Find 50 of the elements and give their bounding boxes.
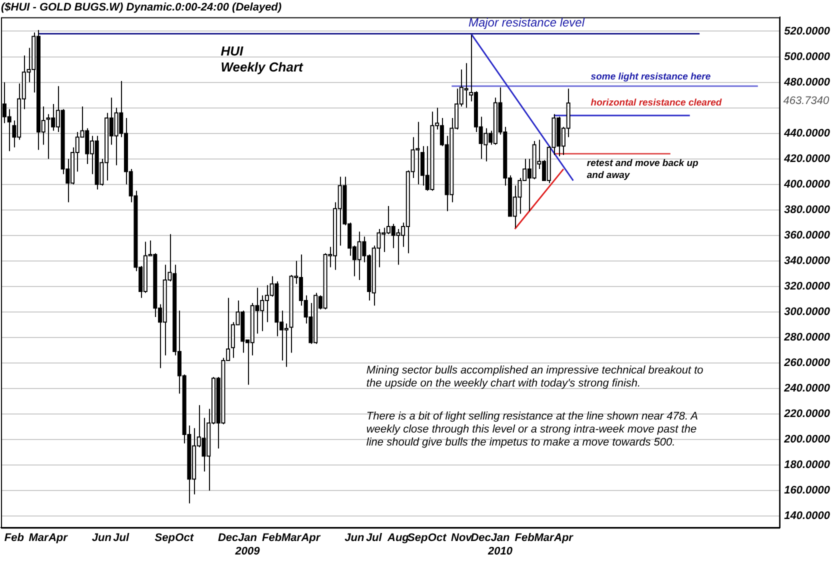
annotation: horizontal resistance cleared: [590, 98, 722, 109]
y-tick-label: 220.0000: [783, 408, 831, 420]
chart-title: ($HUI - GOLD BUGS.W) Dynamic.0:00-24:00 (Delayed): [1, 2, 282, 14]
x-tick-label: Apr: [552, 532, 574, 544]
x-tick-label: Mar: [534, 532, 555, 544]
y-tick-label: 400.0000: [783, 178, 831, 190]
x-tick-label: Oct: [428, 532, 448, 544]
annotation: retest and move back up and away: [586, 158, 698, 181]
y-tick-label: 240.0000: [783, 382, 831, 395]
x-tick-label: Feb: [262, 532, 282, 544]
x-tick-label: Dec: [470, 532, 491, 544]
x-tick-label: Oct: [175, 532, 195, 544]
x-tick-label: Sep: [408, 532, 428, 544]
y-tick-label: 140.0000: [784, 510, 831, 522]
y-tick-label: 420.0000: [783, 152, 831, 165]
y-tick-label: 160.0000: [784, 484, 831, 497]
x-tick-label: Apr: [47, 532, 68, 544]
x-tick-label: Jul: [366, 532, 383, 544]
x-tick-label: Jun: [92, 532, 112, 544]
annotation: Major resistance level: [468, 16, 585, 30]
y-tick-label: 180.0000: [784, 459, 831, 472]
y-tick-label: 300.0000: [784, 306, 831, 318]
x-tick-label: Jun: [344, 532, 365, 544]
x-tick-label: Dec: [218, 532, 238, 544]
annotation: Mining sector bulls accomplished an impressive technical breakout to the upside on the weekly chart with today's strong finish.: [366, 364, 704, 390]
x-tick-label: Jul: [113, 532, 130, 544]
y-tick-label: 380.0000: [784, 204, 831, 216]
y-tick-label: 480.0000: [783, 76, 831, 88]
y-tick-label: 440.0000: [783, 127, 831, 140]
x-tick-label: Aug: [386, 532, 410, 544]
annotation: some light resistance here: [590, 72, 712, 83]
y-tick-label: 200.0000: [783, 434, 831, 446]
x-tick-label: Feb: [4, 532, 24, 544]
y-tick-label: 280.0000: [783, 332, 831, 344]
y-tick-label: 320.0000: [784, 280, 831, 292]
x-tick-label: Mar: [281, 532, 302, 544]
y-tick-label: 340.0000: [784, 254, 831, 267]
annotation: There is a bit of light selling resistance at the line shown near 478. A weekly close through this level or a strong intra-week move past the line should give bulls the impetus to make a move towards 500.: [366, 410, 698, 448]
x-tick-label: Mar: [28, 532, 49, 544]
x-tick-label: Feb: [514, 532, 535, 544]
x-tick-label: Apr: [300, 532, 321, 544]
annotation: HUI: [220, 43, 244, 58]
x-tick-label: Nov: [451, 532, 473, 544]
y-tick-label: 500.0000: [784, 50, 831, 63]
x-tick-label: Sep: [154, 532, 176, 544]
annotation: Weekly Chart: [220, 59, 304, 74]
y-tick-label: 260.0000: [783, 357, 831, 370]
y-tick-label: 360.0000: [784, 229, 831, 242]
y-tick-label: 520.0000: [784, 25, 831, 38]
text: 463.7340: [783, 94, 830, 107]
